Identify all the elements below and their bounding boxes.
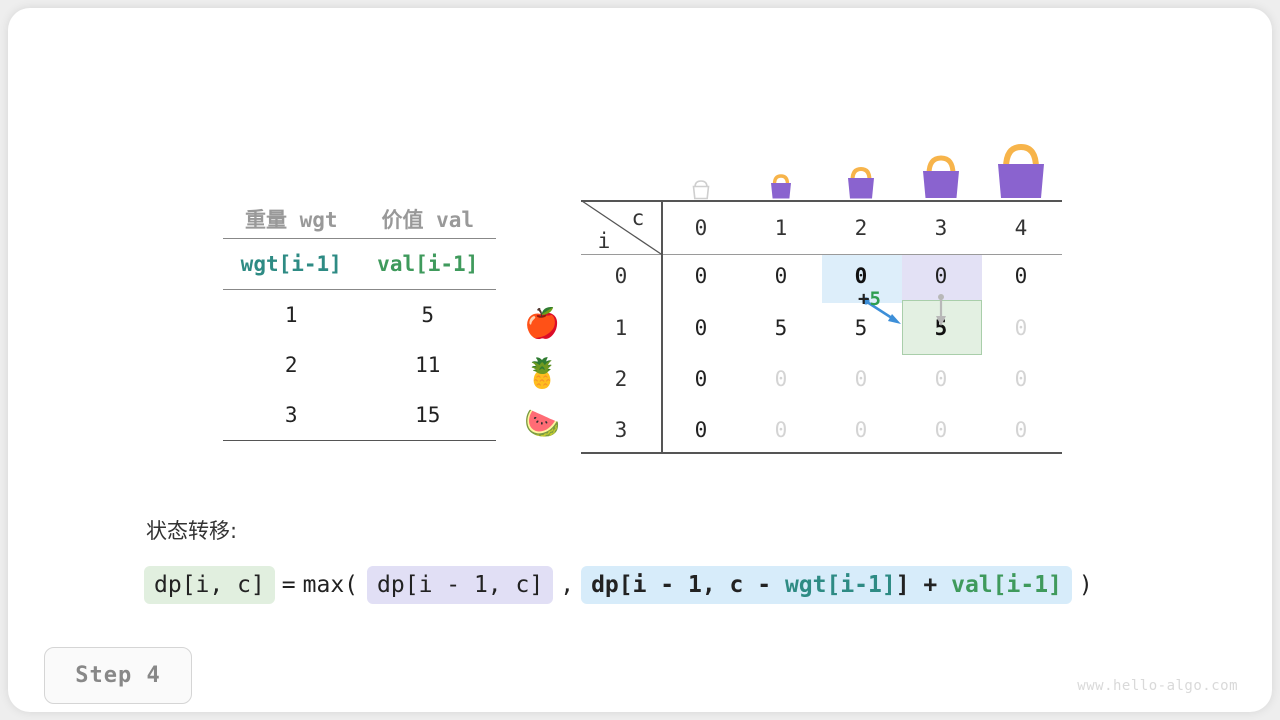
formula-take-val: val[i-1]: [951, 572, 1062, 598]
item-weight-1: 1: [284, 303, 298, 327]
dp-cell-0-1: 0: [774, 264, 788, 288]
dp-cell-1-0: 0: [694, 316, 708, 340]
dp-rule-vertical: [661, 200, 663, 454]
items-header-val: 价值 val: [381, 208, 475, 232]
dp-col-header-1: 1: [774, 216, 788, 240]
bag-icon-row: [581, 128, 1062, 200]
item-value-3: 15: [415, 403, 441, 427]
highlight-prev-state: [822, 255, 902, 303]
table-row: 1 5: [223, 290, 496, 340]
formula-take-prefix: dp[i - 1, c -: [591, 572, 785, 598]
item-weight-3: 3: [284, 403, 298, 427]
watermelon-icon: 🍉: [523, 405, 561, 440]
dp-cell-1-1: 5: [774, 316, 788, 340]
formula-option-skip: dp[i - 1, c]: [367, 566, 554, 604]
formula-comma: ,: [560, 572, 575, 598]
dp-cell-3-4: 0: [1014, 418, 1028, 442]
dp-cell-1-4: 0: [1014, 316, 1028, 340]
dp-rule-header: [581, 254, 1062, 256]
dp-row-header-0: 0: [614, 264, 628, 288]
dp-rule-bottom: [581, 452, 1062, 454]
dp-cell-3-2: 0: [854, 418, 868, 442]
dp-cell-2-1: 0: [774, 367, 788, 391]
bag-capacity-1-icon: [764, 170, 798, 200]
dp-row-header-3: 3: [614, 418, 628, 442]
item-value-2: 11: [415, 353, 441, 377]
dp-col-header-3: 3: [934, 216, 948, 240]
transition-arrows: [862, 294, 946, 326]
dp-col-axis-label: c: [631, 206, 645, 230]
bag-capacity-2-icon: [840, 162, 882, 200]
items-table-header-row: 重量 wgt 价值 val: [223, 200, 496, 238]
dp-cell-2-3: 0: [934, 367, 948, 391]
formula-close-paren: ): [1078, 572, 1093, 598]
formula-target: dp[i, c]: [144, 566, 275, 604]
formula-take-wgt: wgt[i-1]: [784, 572, 896, 598]
gain-annotation: +5: [858, 288, 881, 310]
dp-row-header-1: 1: [614, 316, 628, 340]
items-subheader-wgt: wgt[i-1]: [240, 252, 342, 276]
step-badge[interactable]: Step 4: [44, 647, 192, 704]
dp-col-header-0: 0: [694, 216, 708, 240]
item-weight-2: 2: [284, 353, 298, 377]
dp-cell-0-0: 0: [694, 264, 708, 288]
dp-row-header-2: 2: [614, 367, 628, 391]
items-table-subheader-row: wgt[i-1] val[i-1]: [223, 239, 496, 289]
bag-capacity-0-icon: [688, 178, 714, 200]
bag-capacity-4-icon: [988, 138, 1054, 200]
dp-cell-0-4: 0: [1014, 264, 1028, 288]
item-fruit-column: 🍎 🍍 🍉: [513, 298, 571, 448]
slide-card: 重量 wgt 价值 val wgt[i-1] val[i-1] 1 5 2 11…: [8, 8, 1272, 712]
dp-rule-top: [581, 200, 1062, 202]
dp-row-axis-label: i: [597, 229, 611, 253]
items-table: 重量 wgt 价值 val wgt[i-1] val[i-1] 1 5 2 11…: [223, 200, 496, 441]
dp-cell-2-4: 0: [1014, 367, 1028, 391]
formula-max-open: max(: [302, 572, 359, 598]
gain-sign: +: [858, 288, 870, 310]
dp-cell-3-3: 0: [934, 418, 948, 442]
items-subheader-val: val[i-1]: [377, 252, 479, 276]
table-row: 3 15: [223, 390, 496, 440]
dp-col-header-2: 2: [854, 216, 868, 240]
transition-label: 状态转移:: [146, 519, 238, 543]
dp-cell-1-2: 5: [854, 316, 868, 340]
dp-table: c i 0 1 2 3 4 0 1 2 3 0 0 0 0 0 0 5 5 5 …: [581, 128, 1062, 454]
dp-col-header-4: 4: [1014, 216, 1028, 240]
watermark: www.hello-algo.com: [1077, 678, 1238, 694]
gain-amount: 5: [869, 288, 881, 310]
items-table-rule-mid: [223, 289, 496, 290]
step-badge-label: Step 4: [75, 663, 161, 688]
table-row: 2 11: [223, 340, 496, 390]
formula-equals: =: [281, 572, 296, 598]
items-table-rule-bottom: [223, 440, 496, 441]
dp-cell-2-2: 0: [854, 367, 868, 391]
items-table-rule-top: [223, 238, 496, 239]
pineapple-icon: 🍍: [523, 355, 561, 390]
item-value-1: 5: [421, 303, 435, 327]
dp-cell-1-3: 5: [934, 316, 948, 340]
dp-cell-3-0: 0: [694, 418, 708, 442]
apple-icon: 🍎: [523, 305, 561, 340]
transition-formula: dp[i, c] = max( dp[i - 1, c] , dp[i - 1,…: [144, 566, 1100, 604]
dp-cell-0-2: 0: [854, 264, 868, 288]
formula-take-mid: ] +: [895, 572, 952, 598]
dp-corner-diagonal: [581, 200, 662, 255]
dp-cell-3-1: 0: [774, 418, 788, 442]
dp-cell-0-3: 0: [934, 264, 948, 288]
formula-option-take: dp[i - 1, c - wgt[i-1]] + val[i-1]: [581, 566, 1072, 604]
items-header-wgt: 重量 wgt: [244, 208, 338, 232]
bag-capacity-3-icon: [914, 150, 968, 200]
dp-cell-2-0: 0: [694, 367, 708, 391]
